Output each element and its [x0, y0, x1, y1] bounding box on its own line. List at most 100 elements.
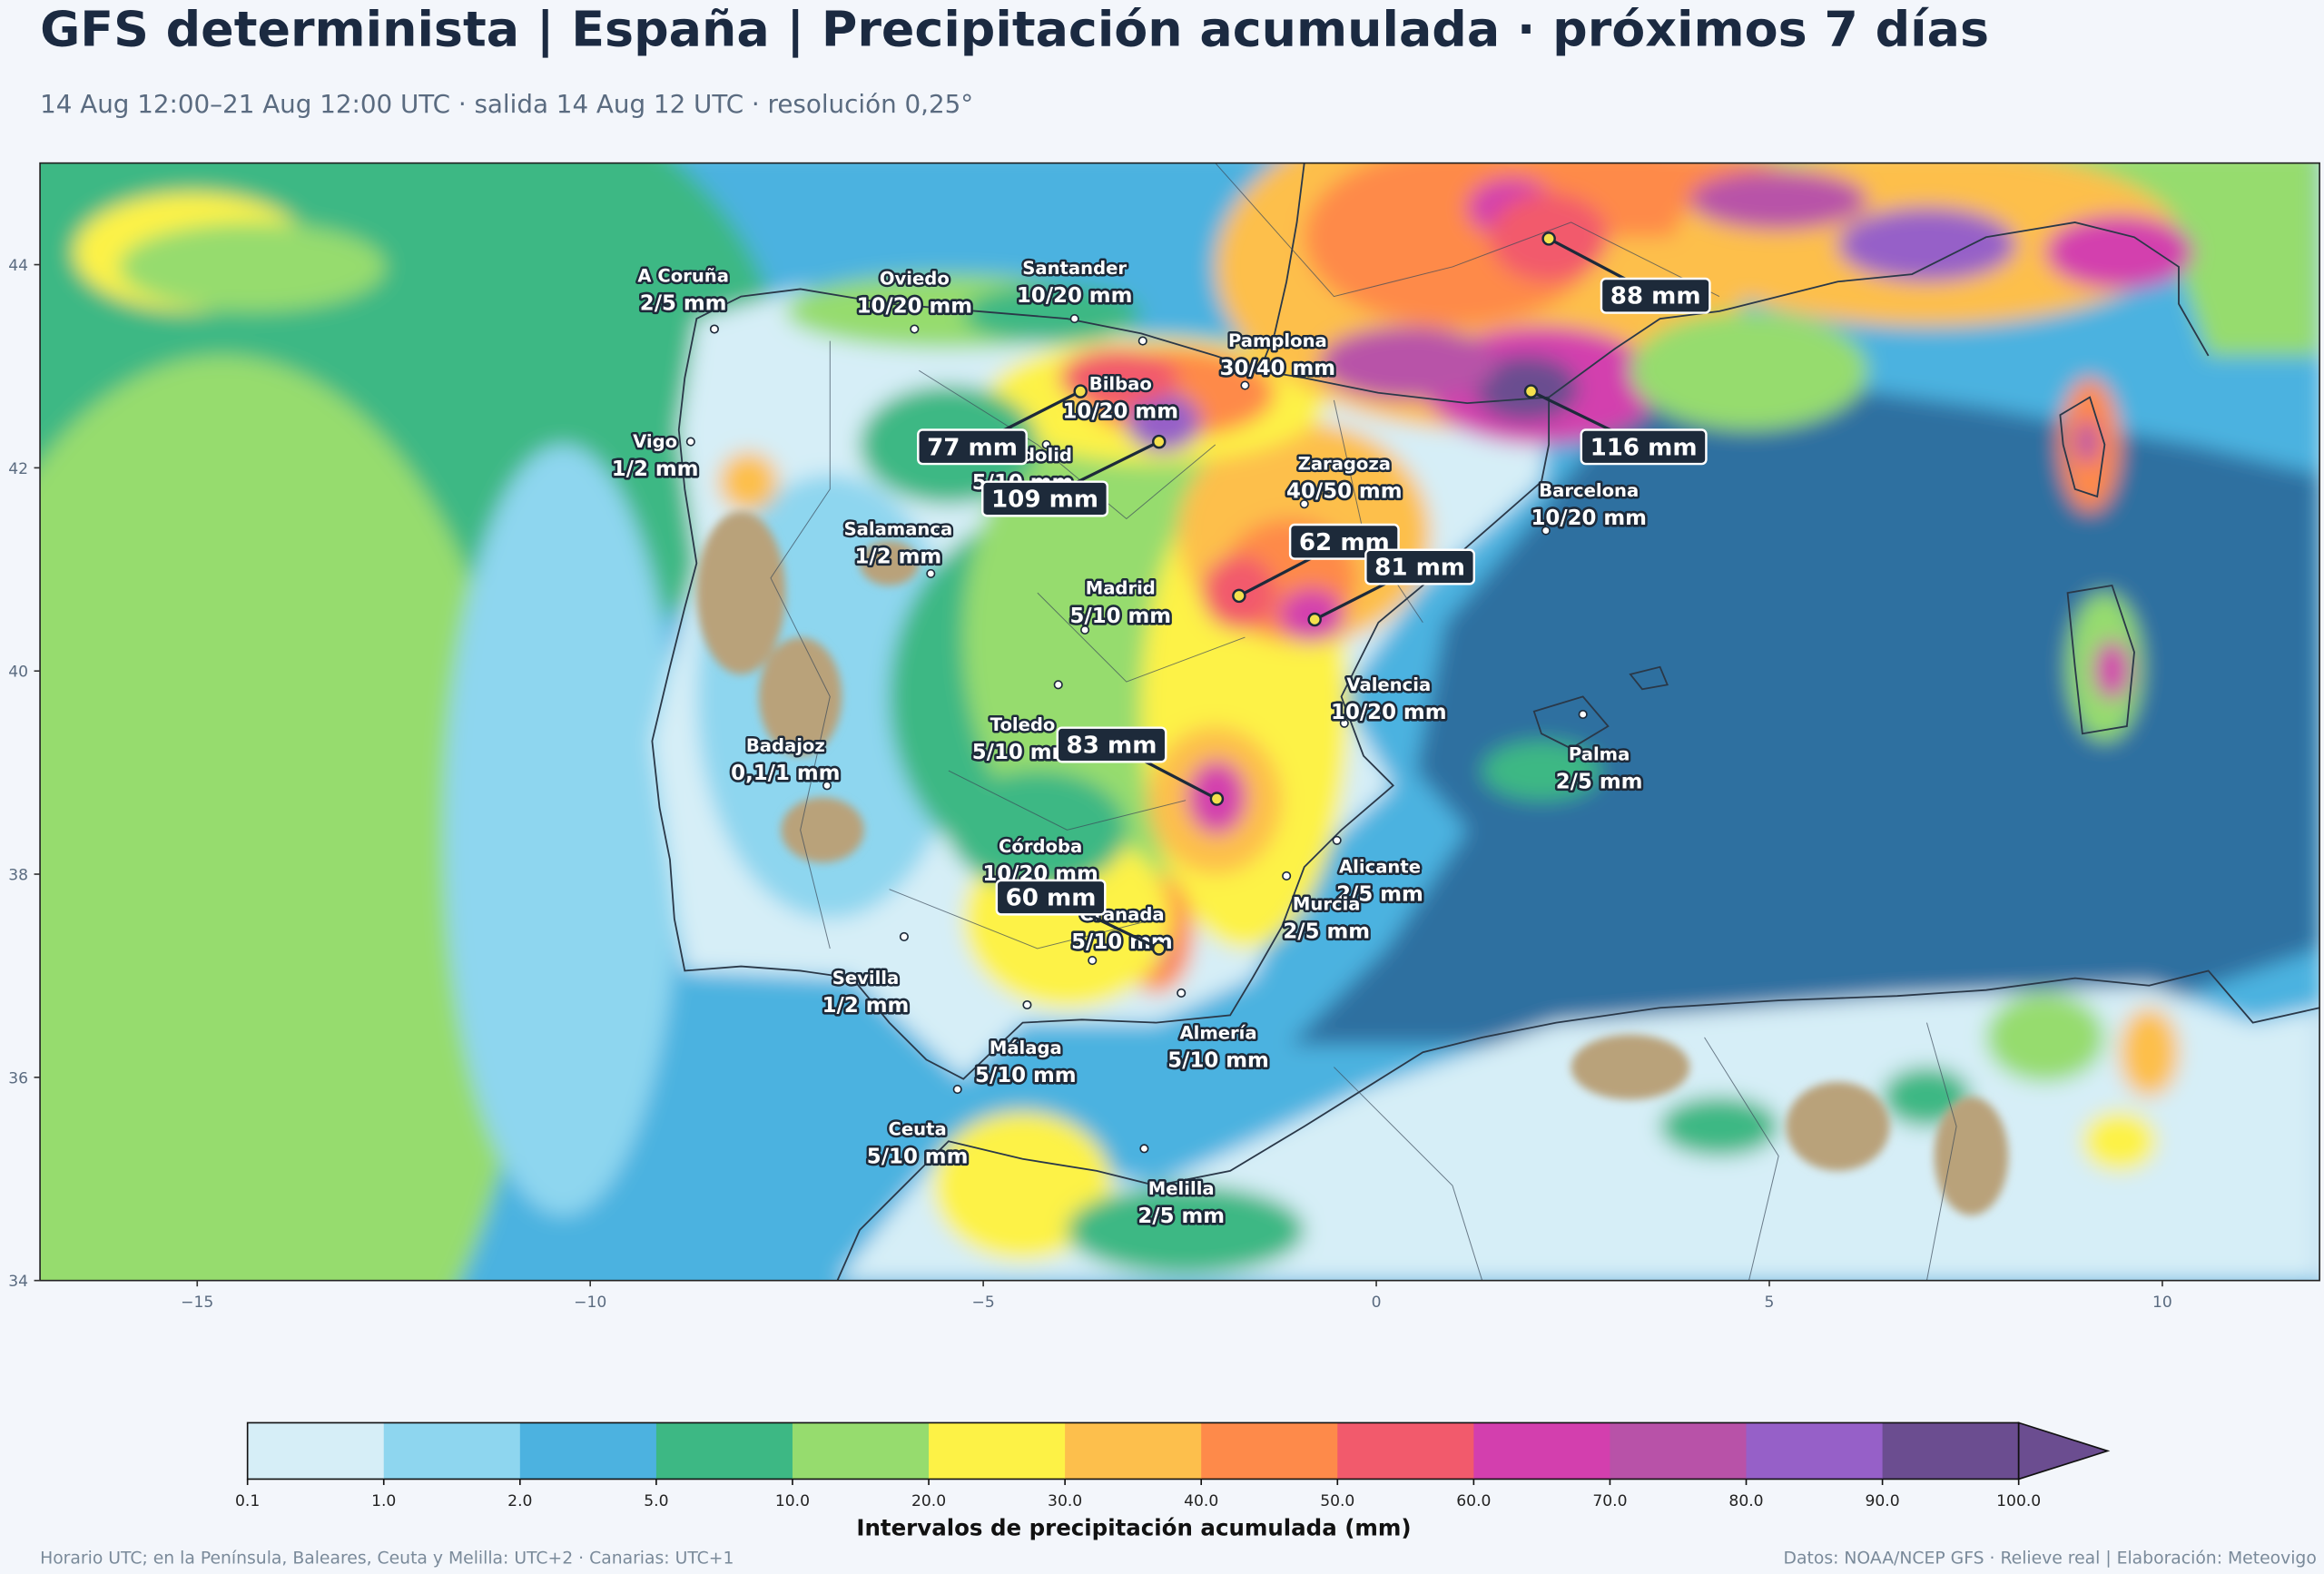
colorbar-tick-label: 5.0: [644, 1492, 668, 1510]
city-dot: [685, 437, 695, 447]
max-label: 109 mm: [991, 486, 1098, 513]
colorbar-tick-label: 50.0: [1320, 1492, 1354, 1510]
precip-field: [40, 162, 2320, 1281]
colorbar-segment: [1201, 1422, 1339, 1480]
x-tick-label: −5: [971, 1294, 994, 1312]
city-name: Melilla: [1148, 1178, 1215, 1199]
city-value: 5/10 mm: [975, 1064, 1077, 1087]
footer-right: Datos: NOAA/NCEP GFS · Relieve real | El…: [1784, 1549, 2317, 1569]
city-name: Málaga: [990, 1038, 1062, 1058]
city-value: 10/20 mm: [1017, 284, 1132, 308]
city-dot: [1339, 718, 1349, 728]
precip-blob: [2119, 1008, 2179, 1097]
mediterranean: [1289, 378, 2320, 1046]
precip-blob: [1689, 170, 1868, 231]
city-name: Ceuta: [889, 1119, 947, 1140]
max-dot: [1151, 941, 1167, 956]
city-dot: [1332, 835, 1342, 845]
colorbar-tick-label: 60.0: [1456, 1492, 1491, 1510]
y-tick-label: 40: [8, 664, 28, 682]
precip-blob: [1630, 310, 1868, 430]
max-box: [1600, 277, 1711, 314]
relief-patch: [1786, 1081, 1890, 1171]
relief-patch: [696, 511, 786, 674]
relief-patch: [758, 637, 842, 756]
city-name: Valencia: [1346, 674, 1431, 695]
max-box: [1580, 428, 1708, 466]
colorbar-tick-label: 70.0: [1592, 1492, 1627, 1510]
colorbar-tick-label: 10.0: [775, 1492, 810, 1510]
x-tick-label: −15: [181, 1294, 213, 1312]
precip-blob: [718, 452, 779, 512]
city-name: Sevilla: [832, 968, 900, 989]
city-value: 10/20 mm: [1331, 701, 1446, 724]
max-box: [995, 879, 1107, 916]
city-name: Salamanca: [844, 518, 953, 539]
relief-patch: [781, 797, 864, 863]
city-value: 2/5 mm: [1336, 883, 1423, 907]
city-dot: [910, 324, 920, 334]
atlantic: [118, 221, 386, 311]
precip-blob: [2093, 640, 2131, 700]
colorbar-tick-label: 100.0: [1996, 1492, 2041, 1510]
city-dot: [1022, 999, 1032, 1010]
city-name: Santander: [1022, 258, 1127, 279]
precip-blob: [1837, 207, 2016, 282]
city-name: Pamplona: [1228, 330, 1327, 351]
max-dot: [1307, 612, 1322, 627]
city-value: 0,1/1 mm: [731, 762, 840, 785]
precip-blob: [1067, 1185, 1305, 1275]
city-value: 10/20 mm: [1063, 399, 1178, 423]
relief-patch: [1934, 1097, 2009, 1215]
precip-blob: [1985, 992, 2105, 1082]
x-tick-label: −10: [574, 1294, 606, 1312]
colorbar-tick-label: 90.0: [1866, 1492, 1900, 1510]
max-dot: [1073, 384, 1088, 398]
city-name: Alicante: [1339, 857, 1421, 878]
city-dot: [1088, 955, 1098, 966]
max-dot: [1209, 792, 1225, 806]
max-label: 81 mm: [1374, 555, 1465, 582]
atlantic: [444, 444, 683, 1215]
precip-blob: [963, 284, 1142, 344]
coast-france: [1258, 162, 2210, 398]
colorbar-tick-label: 0.1: [235, 1492, 260, 1510]
city-name: A Coruña: [637, 265, 729, 286]
city-value: 2/5 mm: [1556, 771, 1643, 794]
colorbar-segment: [247, 1422, 385, 1480]
city-dot: [1177, 988, 1187, 999]
title: GFS determinista | España | Precipitació…: [40, 1, 1989, 58]
max-label: 60 mm: [1006, 885, 1097, 912]
max-label: 116 mm: [1590, 434, 1698, 461]
subtitle: 14 Aug 12:00–21 Aug 12:00 UTC · salida 1…: [40, 89, 973, 119]
atlantic: [40, 356, 534, 1281]
city-name: Madrid: [1086, 578, 1156, 599]
city-dot: [1578, 709, 1588, 720]
city-dot: [952, 1085, 962, 1095]
relief-patch: [1571, 1034, 1690, 1100]
max-box: [1056, 726, 1167, 763]
precip-blob: [948, 771, 1127, 890]
city-name: Vigo: [633, 431, 677, 452]
colorbar-segment: [1610, 1422, 1748, 1480]
y-tick-label: 38: [8, 867, 28, 885]
city-value: 2/5 mm: [1283, 920, 1370, 944]
x-tick-label: 5: [1765, 1294, 1775, 1312]
precip-blob: [2074, 419, 2099, 465]
colorbar-segment: [1337, 1422, 1475, 1480]
city-name: Almería: [1179, 1023, 1256, 1044]
city-dot: [1240, 380, 1250, 390]
y-tick-label: 34: [8, 1273, 28, 1291]
x-tick-label: 0: [1372, 1294, 1382, 1312]
city-dot: [1541, 526, 1551, 536]
colorbar-tick-label: 30.0: [1048, 1492, 1082, 1510]
coast-iberia: [651, 288, 1551, 1080]
city-value: 10/20 mm: [857, 295, 972, 319]
colorbar-segment: [929, 1422, 1066, 1480]
max-label: 83 mm: [1067, 732, 1157, 759]
field-layer: [40, 162, 2320, 1281]
max-dot: [1232, 588, 1246, 604]
max-box: [980, 480, 1109, 517]
